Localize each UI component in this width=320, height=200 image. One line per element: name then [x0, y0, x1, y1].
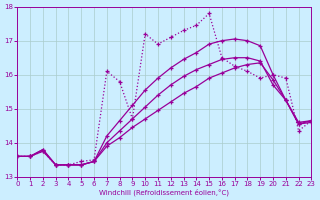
X-axis label: Windchill (Refroidissement éolien,°C): Windchill (Refroidissement éolien,°C): [100, 188, 229, 196]
